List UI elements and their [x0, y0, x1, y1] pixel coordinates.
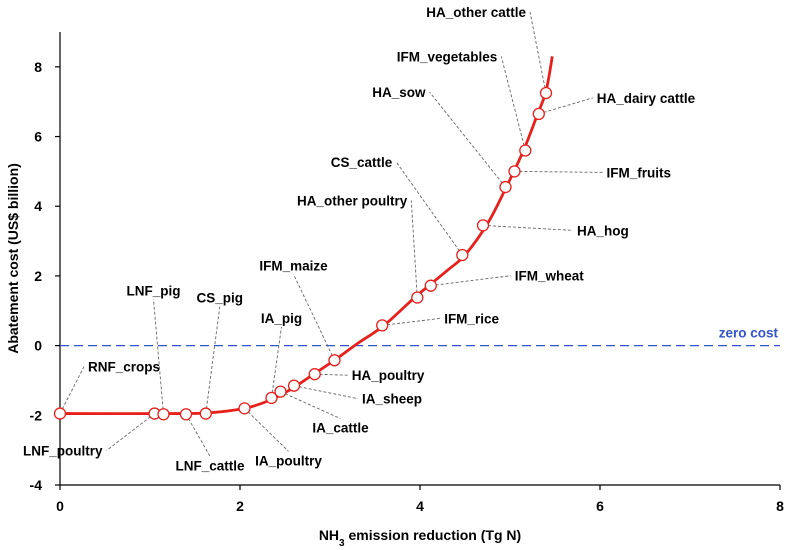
x-tick-label: 2 [236, 498, 244, 514]
point-label-ia-cattle: IA_cattle [312, 421, 369, 436]
point-label-ia-sheep: IA_sheep [362, 392, 422, 407]
point-label-ha-sow: HA_sow [372, 85, 426, 100]
point-marker-ha-sow [499, 180, 512, 194]
point-label-ifm-vegetables: IFM_vegetables [397, 49, 498, 64]
x-axis-title: NH3 emission reduction (Tg N) [319, 527, 521, 549]
point-marker-cs-pig [199, 407, 212, 420]
zero-cost-label: zero cost [719, 326, 779, 341]
point-label-lnf-cattle: LNF_cattle [175, 458, 245, 473]
point-marker-ifm-maize [328, 354, 341, 367]
leader-line-ha-dairy-cattle [538, 97, 593, 115]
leader-line-ifm-vegetables [500, 56, 526, 151]
y-tick-label: 2 [34, 268, 42, 284]
point-marker-lnf-pig [157, 408, 170, 421]
point-marker-ha-dairy-cattle [532, 107, 545, 121]
leader-line-ha-other-cattle [529, 11, 547, 94]
point-label-ha-other-cattle: HA_other cattle [426, 5, 526, 20]
leader-line-ifm-maize [293, 274, 335, 361]
point-label-cs-pig: CS_pig [197, 291, 244, 306]
point-marker-rnf-crops [53, 407, 67, 420]
leader-line-cs-cattle [395, 161, 463, 256]
x-tick-label: 6 [596, 498, 604, 514]
point-label-ha-dairy-cattle: HA_dairy cattle [597, 91, 696, 106]
y-axis-title: Abatement cost (US$ billion) [5, 163, 21, 354]
leader-line-lnf-pig [153, 299, 164, 415]
leader-line-ha-hog [482, 224, 574, 231]
y-tick-label: 4 [34, 198, 42, 214]
point-marker-ifm-fruits [508, 165, 521, 178]
point-label-ha-hog: HA_hog [577, 223, 629, 238]
point-marker-ha-poultry [308, 368, 321, 381]
point-label-ifm-wheat: IFM_wheat [515, 269, 585, 284]
leader-line-ia-sheep [293, 385, 359, 400]
leader-line-ha-other-poultry [410, 200, 418, 298]
point-marker-ia-poultry [238, 402, 251, 415]
leader-line-lnf-poultry [106, 413, 155, 451]
point-label-ifm-rice: IFM_rice [444, 311, 499, 326]
point-marker-ia-pig [265, 391, 278, 405]
y-tick-label: -4 [30, 477, 43, 493]
point-marker-cs-cattle [456, 248, 469, 262]
point-marker-ha-other-cattle [539, 86, 553, 100]
point-marker-lnf-cattle [179, 408, 193, 421]
y-tick-label: -2 [30, 407, 43, 423]
point-marker-ha-hog [476, 219, 490, 232]
leader-line-ifm-wheat [430, 275, 511, 287]
x-tick-label: 8 [776, 498, 784, 514]
point-label-ifm-maize: IFM_maize [259, 258, 328, 273]
leader-line-ia-poultry [244, 408, 289, 452]
y-tick-label: 6 [34, 129, 42, 145]
leader-line-ia-cattle [280, 391, 341, 420]
point-marker-ifm-wheat [424, 279, 437, 292]
point-label-ha-other-poultry: HA_other poultry [297, 194, 408, 209]
point-marker-ia-sheep [287, 379, 301, 392]
leader-line-ifm-fruits [514, 170, 603, 173]
point-label-lnf-poultry: LNF_poultry [23, 444, 103, 459]
plot-area: -4 -2 0 2 4 6 8 0 2 4 6 8 RNF_crops LNF_poultry LNF_pi… [23, 5, 784, 514]
x-tick-label: 4 [416, 498, 424, 514]
point-label-ifm-fruits: IFM_fruits [607, 165, 672, 180]
point-label-lnf-pig: LNF_pig [127, 283, 181, 298]
point-label-cs-cattle: CS_cattle [331, 155, 393, 170]
point-label-ia-pig: IA_pig [261, 311, 302, 326]
leader-line-ia-pig [271, 326, 282, 398]
leader-line-ha-sow [429, 91, 506, 188]
y-tick-label: 0 [34, 338, 42, 354]
point-label-ia-poultry: IA_poultry [255, 453, 322, 468]
leader-line-lnf-cattle [185, 414, 211, 457]
point-marker-ifm-rice [376, 319, 389, 332]
y-tick-label: 8 [34, 59, 42, 75]
x-tick-label: 0 [56, 498, 64, 514]
leader-line-cs-pig [205, 306, 221, 414]
point-label-ha-poultry: HA_poultry [352, 368, 425, 383]
point-marker-ifm-vegetables [519, 144, 532, 157]
point-marker-ia-cattle [274, 385, 287, 398]
point-label-rnf-crops: RNF_crops [88, 360, 160, 375]
point-marker-ha-other-poultry [411, 291, 424, 304]
leader-line-rnf-crops [59, 366, 85, 414]
